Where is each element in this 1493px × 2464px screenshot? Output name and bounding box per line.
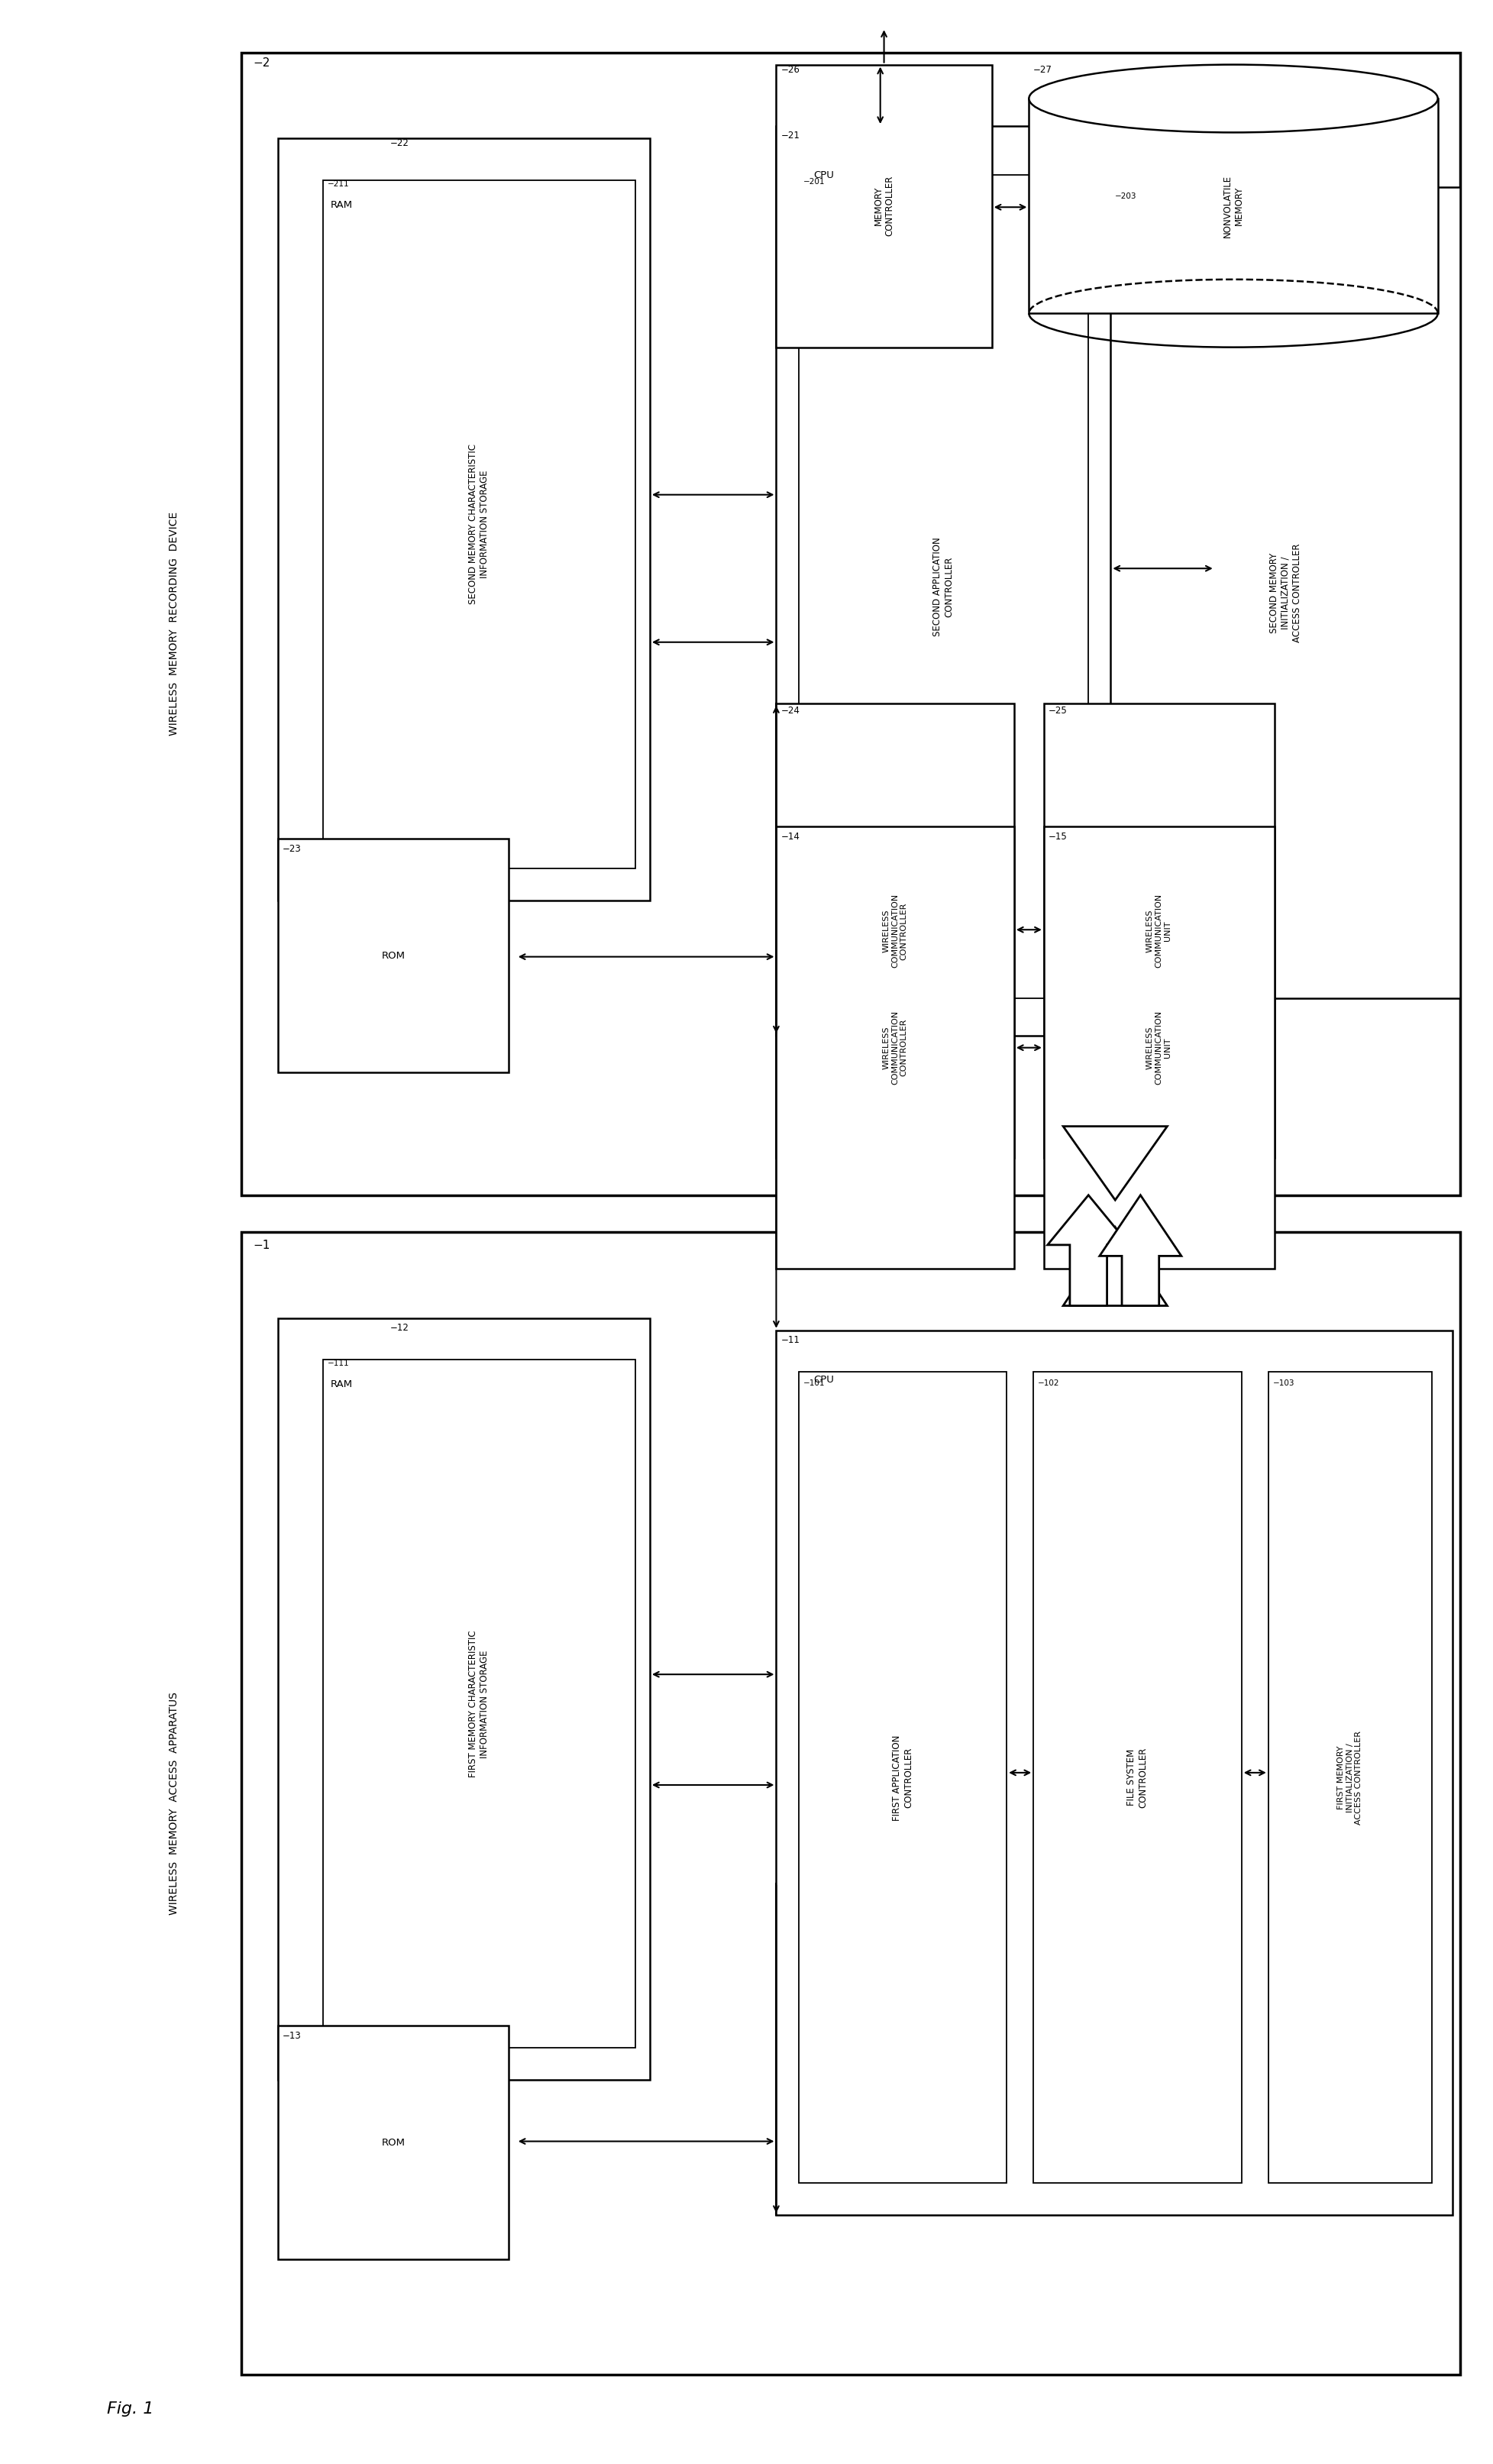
FancyBboxPatch shape	[1111, 187, 1460, 998]
Text: −21: −21	[781, 131, 800, 140]
FancyBboxPatch shape	[278, 2025, 509, 2259]
Text: −103: −103	[1272, 1380, 1294, 1387]
Text: −201: −201	[803, 177, 824, 185]
Text: −24: −24	[781, 707, 800, 717]
Text: −11: −11	[781, 1335, 800, 1345]
Text: −211: −211	[327, 180, 349, 187]
Text: −13: −13	[282, 2030, 302, 2040]
FancyBboxPatch shape	[776, 64, 991, 347]
Polygon shape	[1063, 1227, 1168, 1306]
FancyBboxPatch shape	[799, 175, 1088, 998]
Text: −15: −15	[1048, 830, 1067, 840]
FancyBboxPatch shape	[240, 52, 1460, 1195]
Text: −111: −111	[327, 1360, 349, 1368]
FancyBboxPatch shape	[776, 1331, 1453, 2215]
Text: −2: −2	[252, 57, 270, 69]
Text: −27: −27	[1033, 64, 1053, 74]
Text: SECOND MEMORY CHARACTERISTIC
INFORMATION STORAGE: SECOND MEMORY CHARACTERISTIC INFORMATION…	[469, 444, 490, 604]
Text: −102: −102	[1038, 1380, 1060, 1387]
Text: ROM: ROM	[382, 2139, 405, 2149]
Text: −14: −14	[781, 830, 800, 840]
Polygon shape	[1048, 1195, 1129, 1306]
Text: −25: −25	[1048, 707, 1067, 717]
FancyBboxPatch shape	[1033, 1372, 1242, 2183]
Text: −22: −22	[390, 138, 409, 148]
Text: FIRST MEMORY CHARACTERISTIC
INFORMATION STORAGE: FIRST MEMORY CHARACTERISTIC INFORMATION …	[469, 1631, 490, 1777]
Text: SECOND MEMORY
INITIALIZATION /
ACCESS CONTROLLER: SECOND MEMORY INITIALIZATION / ACCESS CO…	[1269, 545, 1302, 643]
Text: FIRST APPLICATION
CONTROLLER: FIRST APPLICATION CONTROLLER	[891, 1735, 914, 1821]
Text: RAM: RAM	[330, 200, 352, 209]
Text: WIRELESS
COMMUNICATION
CONTROLLER: WIRELESS COMMUNICATION CONTROLLER	[882, 894, 908, 968]
Ellipse shape	[1029, 64, 1438, 133]
Text: ROM: ROM	[382, 951, 405, 961]
Polygon shape	[1063, 1126, 1168, 1200]
Text: WIRELESS
COMMUNICATION
UNIT: WIRELESS COMMUNICATION UNIT	[1147, 1010, 1172, 1084]
Text: WIRELESS
COMMUNICATION
UNIT: WIRELESS COMMUNICATION UNIT	[1147, 894, 1172, 968]
FancyBboxPatch shape	[776, 705, 1014, 1158]
FancyBboxPatch shape	[240, 1232, 1460, 2375]
Text: −12: −12	[390, 1323, 409, 1333]
FancyBboxPatch shape	[1269, 1372, 1432, 2183]
Text: FILE SYSTEM
CONTROLLER: FILE SYSTEM CONTROLLER	[1127, 1747, 1148, 1809]
FancyBboxPatch shape	[776, 126, 1215, 1035]
FancyBboxPatch shape	[1044, 705, 1274, 1158]
FancyBboxPatch shape	[799, 1372, 1006, 2183]
FancyBboxPatch shape	[322, 180, 635, 867]
Polygon shape	[1029, 99, 1438, 313]
Text: FIRST MEMORY
INITIALIZATION /
ACCESS CONTROLLER: FIRST MEMORY INITIALIZATION / ACCESS CON…	[1338, 1730, 1363, 1823]
FancyBboxPatch shape	[1044, 825, 1274, 1269]
FancyBboxPatch shape	[322, 1360, 635, 2048]
Text: CPU: CPU	[814, 1375, 835, 1385]
Text: RAM: RAM	[330, 1380, 352, 1390]
Text: WIRELESS
COMMUNICATION
CONTROLLER: WIRELESS COMMUNICATION CONTROLLER	[882, 1010, 908, 1084]
Polygon shape	[1099, 1195, 1181, 1306]
FancyBboxPatch shape	[278, 138, 649, 899]
Text: CPU: CPU	[814, 170, 835, 180]
Text: −203: −203	[1115, 192, 1138, 200]
Text: WIRELESS  MEMORY  RECORDING  DEVICE: WIRELESS MEMORY RECORDING DEVICE	[169, 513, 179, 737]
Text: −1: −1	[252, 1239, 270, 1252]
Text: MEMORY
CONTROLLER: MEMORY CONTROLLER	[873, 175, 894, 237]
FancyBboxPatch shape	[278, 1318, 649, 2080]
FancyBboxPatch shape	[278, 838, 509, 1072]
Text: WIRELESS  MEMORY  ACCESS  APPARATUS: WIRELESS MEMORY ACCESS APPARATUS	[169, 1693, 179, 1915]
Text: Fig. 1: Fig. 1	[107, 2402, 154, 2417]
Text: NONVOLATILE
MEMORY: NONVOLATILE MEMORY	[1223, 175, 1244, 237]
FancyBboxPatch shape	[776, 825, 1014, 1269]
Text: −101: −101	[803, 1380, 824, 1387]
Text: −26: −26	[781, 64, 800, 74]
Text: SECOND APPLICATION
CONTROLLER: SECOND APPLICATION CONTROLLER	[933, 537, 954, 636]
Text: −23: −23	[282, 843, 302, 853]
